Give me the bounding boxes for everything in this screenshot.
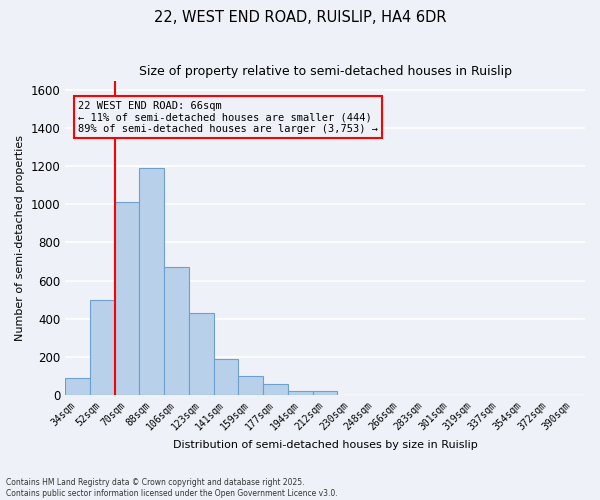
Bar	[238, 376, 263, 395]
Text: 22, WEST END ROAD, RUISLIP, HA4 6DR: 22, WEST END ROAD, RUISLIP, HA4 6DR	[154, 10, 446, 25]
Bar	[189, 313, 214, 395]
Bar	[139, 168, 164, 395]
Text: Contains HM Land Registry data © Crown copyright and database right 2025.
Contai: Contains HM Land Registry data © Crown c…	[6, 478, 338, 498]
Bar	[164, 267, 189, 395]
Title: Size of property relative to semi-detached houses in Ruislip: Size of property relative to semi-detach…	[139, 65, 512, 78]
X-axis label: Distribution of semi-detached houses by size in Ruislip: Distribution of semi-detached houses by …	[173, 440, 478, 450]
Bar	[115, 202, 139, 395]
Bar	[65, 378, 90, 395]
Bar	[263, 384, 288, 395]
Bar	[90, 300, 115, 395]
Bar	[313, 391, 337, 395]
Bar	[214, 358, 238, 395]
Bar	[288, 391, 313, 395]
Text: 22 WEST END ROAD: 66sqm
← 11% of semi-detached houses are smaller (444)
89% of s: 22 WEST END ROAD: 66sqm ← 11% of semi-de…	[78, 100, 378, 134]
Y-axis label: Number of semi-detached properties: Number of semi-detached properties	[15, 134, 25, 340]
